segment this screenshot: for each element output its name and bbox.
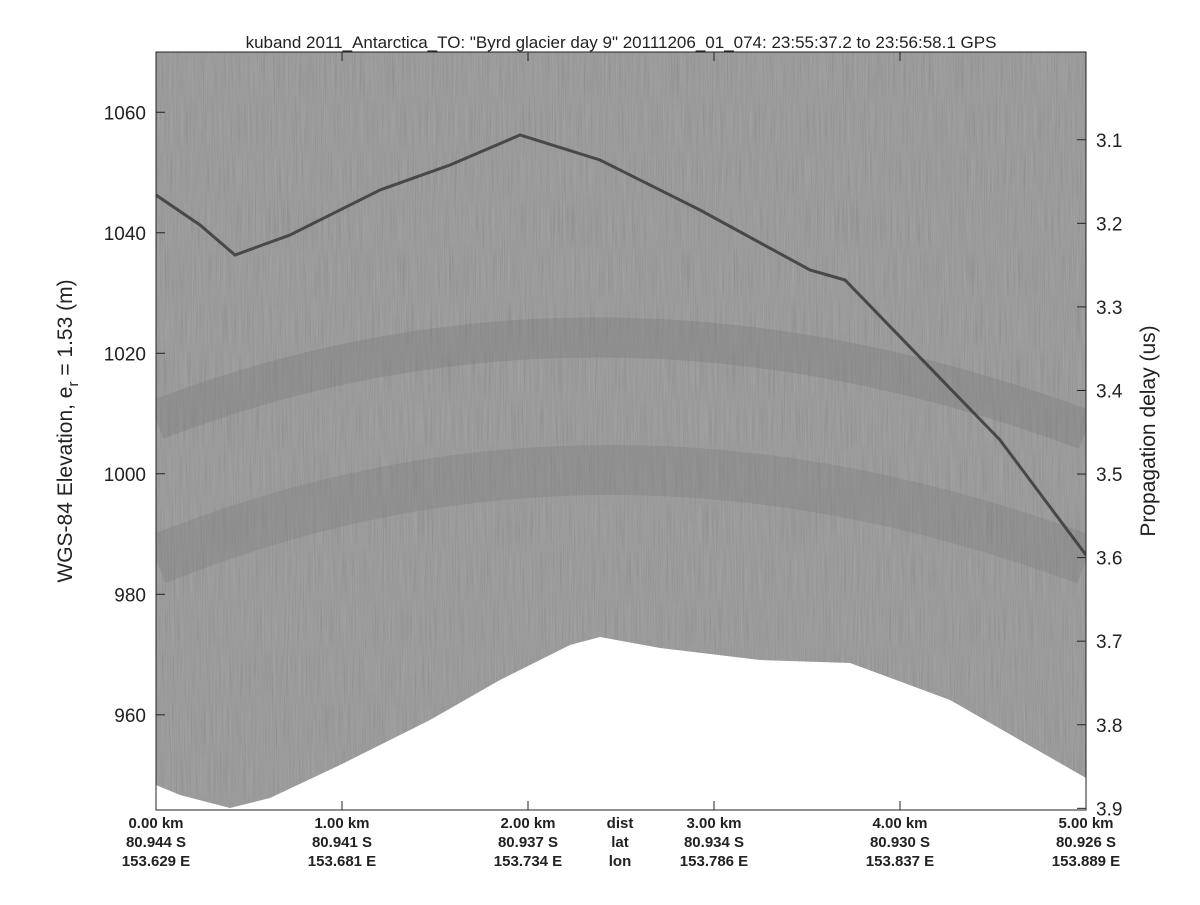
x-tick-label: 5.00 km — [1058, 815, 1113, 832]
y-label-part: WGS-84 Elevation, e — [54, 387, 77, 583]
y2-tick-label: 3.8 — [1096, 716, 1122, 737]
lon-label: 153.734 E — [494, 853, 562, 870]
x-tick-label: 4.00 km — [872, 815, 927, 832]
y2-tick-label: 3.7 — [1096, 632, 1122, 653]
lon-label: 153.629 E — [122, 853, 190, 870]
y2-tick-label: 3.3 — [1096, 298, 1122, 319]
row-header: dist — [607, 815, 634, 832]
echogram — [156, 52, 1086, 810]
lat-label: 80.941 S — [312, 834, 372, 851]
x-tick-label: 2.00 km — [500, 815, 555, 832]
y-tick-label: 980 — [114, 585, 146, 606]
lon-label: 153.837 E — [866, 853, 934, 870]
y-axis-label: WGS-84 Elevation, er = 1.53 (m) — [54, 279, 82, 582]
lon-label: 153.889 E — [1052, 853, 1120, 870]
y-tick-label: 960 — [114, 706, 146, 727]
x-tick-label: 3.00 km — [686, 815, 741, 832]
lat-label: 80.944 S — [126, 834, 186, 851]
y2-tick-label: 3.6 — [1096, 549, 1122, 570]
y2-tick-label: 3.2 — [1096, 214, 1122, 235]
y2-tick-label: 3.9 — [1096, 799, 1122, 820]
x-tick-label: 1.00 km — [314, 815, 369, 832]
y-tick-label: 1060 — [104, 103, 146, 124]
surface-return — [156, 133, 1086, 556]
y-label-part: = 1.53 (m) — [54, 279, 77, 381]
y2-tick-label: 3.4 — [1096, 381, 1123, 402]
y-tick-label: 1000 — [104, 465, 146, 486]
lon-label: 153.681 E — [308, 853, 376, 870]
y-tick-label: 1040 — [104, 224, 146, 245]
y-tick-label: 1020 — [104, 344, 146, 365]
lon-label: 153.786 E — [680, 853, 748, 870]
row-header: lon — [609, 853, 632, 870]
y2-tick-label: 3.1 — [1096, 131, 1122, 152]
plot-frame — [155, 51, 1087, 811]
y2-tick-label: 3.5 — [1096, 465, 1122, 486]
chart-title: kuband 2011_Antarctica_TO: "Byrd glacier… — [246, 33, 997, 52]
lat-label: 80.930 S — [870, 834, 930, 851]
x-tick-label: 0.00 km — [128, 815, 183, 832]
lat-label: 80.934 S — [684, 834, 744, 851]
lat-label: 80.937 S — [498, 834, 558, 851]
y2-axis-label: Propagation delay (us) — [1137, 325, 1160, 536]
no-data-region — [156, 637, 1086, 810]
row-header: lat — [611, 834, 629, 851]
lat-label: 80.926 S — [1056, 834, 1116, 851]
layer-band — [156, 445, 1086, 584]
y-label-sub: r — [65, 382, 82, 387]
